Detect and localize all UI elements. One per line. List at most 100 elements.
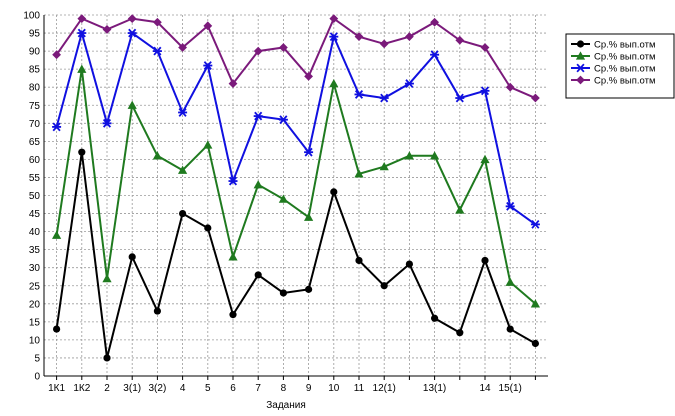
grid xyxy=(44,14,548,376)
legend-label: Ср.% вып.отм xyxy=(594,76,656,87)
data-point xyxy=(253,46,263,56)
x-tick-label: 4 xyxy=(180,383,186,394)
data-point xyxy=(480,86,490,96)
data-point xyxy=(480,154,490,164)
data-point xyxy=(279,43,288,52)
data-point xyxy=(52,122,62,132)
data-point xyxy=(304,147,314,157)
data-point xyxy=(354,89,364,99)
data-point xyxy=(178,43,187,52)
legend-label: Ср.% вып.отм xyxy=(594,64,656,75)
y-tick-label: 20 xyxy=(29,299,41,310)
data-point xyxy=(102,118,112,128)
data-point-stroke xyxy=(254,111,263,121)
data-point xyxy=(354,169,364,178)
data-point-stroke xyxy=(354,89,364,99)
data-point xyxy=(405,260,413,268)
data-point-stroke xyxy=(455,93,464,103)
data-point xyxy=(530,299,540,308)
y-tick-label: 25 xyxy=(29,281,41,292)
data-point xyxy=(505,82,515,92)
series-line xyxy=(55,68,537,305)
y-tick-label: 5 xyxy=(34,353,40,364)
y-tick-label: 85 xyxy=(29,65,41,76)
series-layer xyxy=(52,14,540,362)
data-point xyxy=(531,93,540,103)
y-tick-label: 55 xyxy=(29,173,41,184)
data-point xyxy=(204,224,212,232)
y-tick-label: 75 xyxy=(29,101,41,112)
data-point-stroke xyxy=(506,201,515,211)
x-tick-label: 12(1) xyxy=(373,383,396,394)
data-point xyxy=(228,252,238,261)
data-point xyxy=(203,21,213,31)
x-tick-label: 3(2) xyxy=(149,383,167,394)
data-point xyxy=(153,307,161,315)
data-point xyxy=(77,64,87,73)
x-tick-label: 11 xyxy=(354,383,365,394)
data-point xyxy=(531,339,540,348)
data-point xyxy=(52,230,62,239)
data-point xyxy=(404,79,414,89)
data-point xyxy=(203,140,213,149)
data-point xyxy=(77,28,87,38)
data-point xyxy=(279,289,287,297)
data-point-stroke xyxy=(576,63,585,73)
data-point-stroke xyxy=(480,86,490,96)
series-line xyxy=(55,152,536,359)
data-point xyxy=(253,180,263,189)
legend-item: Ср.% вып.отм xyxy=(571,51,656,63)
x-tick-label: 14 xyxy=(479,383,491,394)
data-point-stroke xyxy=(380,93,389,103)
series-1 xyxy=(53,148,540,362)
y-tick-label: 60 xyxy=(29,155,41,166)
data-point xyxy=(228,79,238,88)
data-point xyxy=(229,311,237,319)
data-point xyxy=(576,75,585,85)
data-point xyxy=(379,39,389,49)
data-point-stroke xyxy=(203,61,212,70)
x-tick-label: 13(1) xyxy=(423,383,446,394)
data-point xyxy=(379,93,389,103)
data-point xyxy=(431,314,439,322)
y-tick-label: 45 xyxy=(29,209,41,220)
data-point xyxy=(179,209,187,218)
data-point xyxy=(505,201,515,211)
y-tick-label: 95 xyxy=(29,29,41,40)
data-point xyxy=(278,115,288,125)
y-tick-label: 50 xyxy=(29,191,41,202)
data-point xyxy=(481,256,489,265)
y-tick-label: 35 xyxy=(29,245,41,256)
data-point-stroke xyxy=(228,176,238,186)
data-point xyxy=(379,162,389,171)
x-tick-label: 6 xyxy=(230,383,236,394)
data-point xyxy=(330,188,338,196)
data-point-stroke xyxy=(405,79,414,89)
data-point xyxy=(78,148,86,156)
data-point xyxy=(430,17,439,27)
x-tick-label: 8 xyxy=(281,383,287,394)
data-point xyxy=(355,256,363,265)
data-point-stroke xyxy=(304,147,313,157)
data-point xyxy=(455,205,465,214)
axes xyxy=(43,15,548,380)
data-point xyxy=(456,329,464,337)
y-tick-label: 0 xyxy=(34,372,40,383)
data-point xyxy=(152,46,162,56)
data-point xyxy=(380,282,388,290)
y-tick-label: 65 xyxy=(29,137,41,148)
y-tick-label: 10 xyxy=(29,335,41,346)
data-point xyxy=(329,78,339,88)
y-tick-label: 80 xyxy=(29,83,41,94)
series-3 xyxy=(52,28,540,229)
y-tick-label: 70 xyxy=(29,119,41,130)
data-point xyxy=(576,63,585,73)
legend-label: Ср.% вып.отм xyxy=(594,40,656,51)
x-tick-label: 15(1) xyxy=(499,383,522,394)
y-tick-label: 15 xyxy=(29,317,41,328)
data-point xyxy=(127,28,137,38)
data-point xyxy=(52,50,61,60)
